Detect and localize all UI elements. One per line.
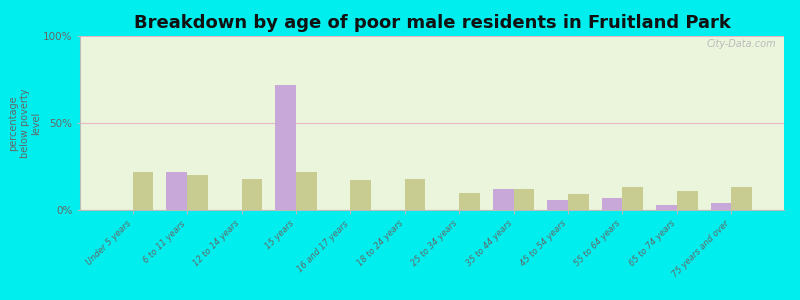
Bar — [622, 188, 643, 210]
Bar — [602, 198, 622, 210]
Bar — [710, 203, 731, 210]
Bar — [459, 193, 480, 210]
Bar — [275, 85, 296, 210]
Bar — [656, 205, 677, 210]
Bar — [166, 172, 187, 210]
Bar — [350, 180, 371, 210]
Bar — [547, 200, 568, 210]
Bar — [405, 179, 426, 210]
Bar — [731, 188, 752, 210]
Bar — [133, 172, 154, 210]
Title: Breakdown by age of poor male residents in Fruitland Park: Breakdown by age of poor male residents … — [134, 14, 730, 32]
Bar — [493, 189, 514, 210]
Bar — [296, 172, 317, 210]
Bar — [242, 179, 262, 210]
Bar — [514, 189, 534, 210]
Bar — [677, 191, 698, 210]
Bar — [568, 194, 589, 210]
Text: percentage
below poverty
level: percentage below poverty level — [8, 88, 42, 158]
Text: City-Data.com: City-Data.com — [706, 39, 776, 49]
Bar — [187, 175, 208, 210]
